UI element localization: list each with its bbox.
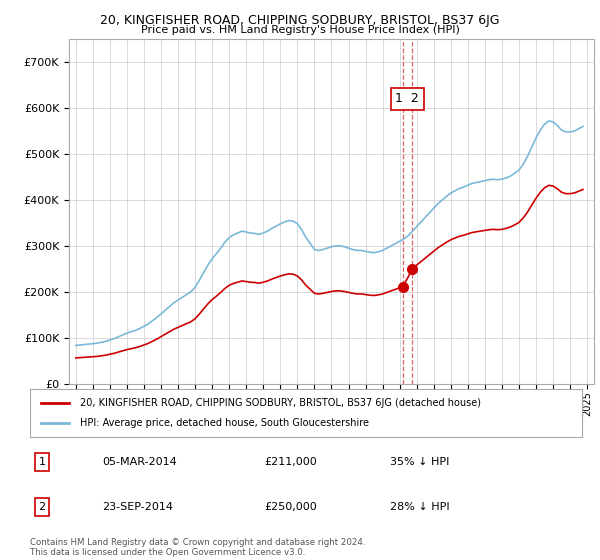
Text: 35% ↓ HPI: 35% ↓ HPI [390,457,449,467]
Text: 23-SEP-2014: 23-SEP-2014 [102,502,173,512]
Text: £211,000: £211,000 [264,457,317,467]
Text: £250,000: £250,000 [264,502,317,512]
Text: 1  2: 1 2 [395,92,419,105]
Text: 2: 2 [38,502,46,512]
Text: 28% ↓ HPI: 28% ↓ HPI [390,502,449,512]
Text: Contains HM Land Registry data © Crown copyright and database right 2024.
This d: Contains HM Land Registry data © Crown c… [30,538,365,557]
Text: 1: 1 [38,457,46,467]
Text: Price paid vs. HM Land Registry's House Price Index (HPI): Price paid vs. HM Land Registry's House … [140,25,460,35]
Text: 20, KINGFISHER ROAD, CHIPPING SODBURY, BRISTOL, BS37 6JG (detached house): 20, KINGFISHER ROAD, CHIPPING SODBURY, B… [80,398,481,408]
Text: 20, KINGFISHER ROAD, CHIPPING SODBURY, BRISTOL, BS37 6JG: 20, KINGFISHER ROAD, CHIPPING SODBURY, B… [100,14,500,27]
Text: 05-MAR-2014: 05-MAR-2014 [102,457,177,467]
Text: HPI: Average price, detached house, South Gloucestershire: HPI: Average price, detached house, Sout… [80,418,368,428]
